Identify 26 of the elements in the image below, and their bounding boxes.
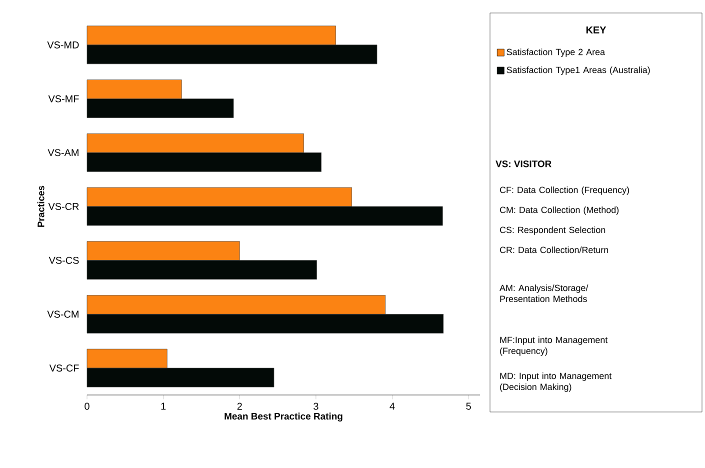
text: CF: Data Collection (Frequency) [500,186,630,195]
y-tick-label: VS-CR [48,202,79,210]
text: MF:Input into Management (Frequency) [500,336,608,356]
legend-label: Satisfaction Type 2 Area [506,48,606,57]
x-tick-label: 3 [314,402,318,410]
text: CS: Respondent Selection [500,226,606,235]
y-tick-label: VS-MF [48,95,79,102]
y-axis-title: Practices [37,186,44,227]
y-tick-label: VS-CF [49,364,79,372]
x-tick-label: 4 [390,402,395,410]
x-tick-label: 5 [466,402,471,410]
legend-title: KEY [586,26,606,34]
y-tick-label: VS-CM [47,310,78,318]
x-axis-title: Mean Best Practice Rating [224,412,342,422]
text: AM: Analysis/Storage/ Presentation Methods [500,284,588,302]
x-tick-label: 0 [84,402,90,410]
y-tick-label: VS-MD [47,41,79,48]
y-tick-label: VS-CS [48,256,79,264]
y-tick-label: VS-AM [48,149,78,156]
text: CR: Data Collection/Return [500,246,608,254]
text: VS: VISITOR [496,160,552,168]
text: MD: Input into Management (Decision Making) [500,372,612,392]
legend-label: Satisfaction Type1 Areas (Australia) [506,66,650,75]
x-tick-label: 2 [237,402,242,410]
x-tick-label: 1 [161,402,166,410]
text: CM: Data Collection (Method) [500,206,619,215]
